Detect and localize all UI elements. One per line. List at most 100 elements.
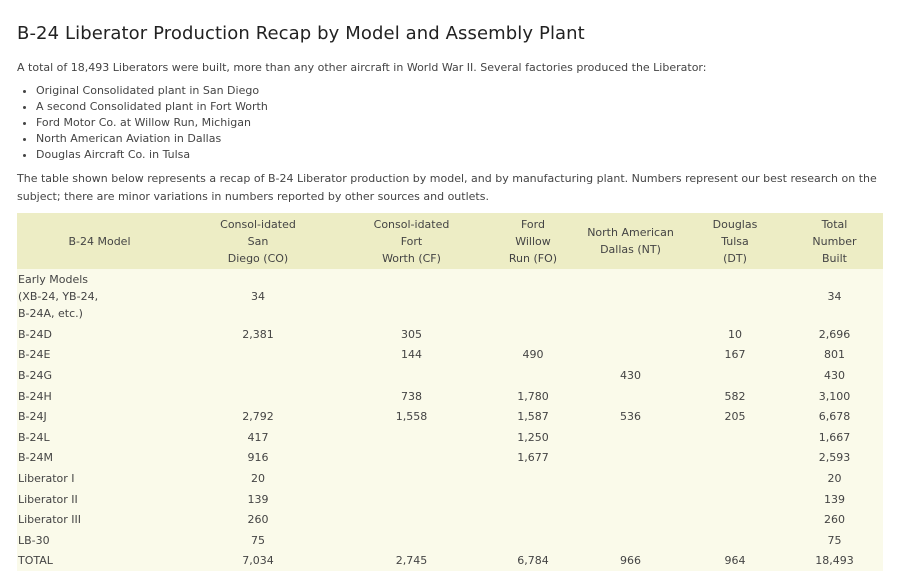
value-cell: 34 [182, 269, 334, 324]
column-header-line: B-24 Model [68, 234, 131, 248]
value-cell: 10 [684, 324, 786, 345]
table-row: B-24J 2,792 1,558 1,587 536 205 6,678 [17, 406, 883, 427]
value-cell: 1,780 [489, 385, 577, 407]
value-cell: 3,100 [786, 385, 883, 407]
value-cell: 139 [786, 488, 883, 510]
table-body: Early Models (XB-24, YB-24, B-24A, etc.) 34… [17, 269, 883, 572]
table-row: Liberator II 139 139 [17, 488, 883, 510]
value-cell: 1,587 [489, 406, 577, 427]
column-header: Ford Willow Run (FO) [489, 213, 577, 269]
value-cell [489, 365, 577, 386]
column-header-line: North American [587, 226, 674, 239]
value-cell [334, 468, 489, 489]
column-header-line: Willow [515, 234, 551, 248]
model-cell: LB-30 [17, 529, 182, 551]
model-cell: Liberator II [17, 488, 182, 510]
value-cell: 205 [684, 406, 786, 427]
value-cell [489, 468, 577, 489]
table-header-row: B-24 Model Consol-idated San Diego (CO) Cons… [17, 213, 883, 269]
model-name: TOTAL [18, 554, 53, 568]
value-cell [334, 509, 489, 530]
table-row: Liberator I 20 20 [17, 468, 883, 489]
value-cell [577, 269, 684, 324]
table-row: B-24M 916 1,677 2,593 [17, 447, 883, 469]
model-name: B-24L [18, 430, 50, 444]
value-cell: 7,034 [182, 550, 334, 572]
model-name: Liberator I [18, 471, 75, 485]
value-cell [334, 365, 489, 386]
model-name: B-24D [18, 327, 52, 341]
value-cell: 1,558 [334, 406, 489, 427]
value-cell: 6,784 [489, 550, 577, 572]
value-cell [577, 426, 684, 448]
value-cell: 490 [489, 344, 577, 366]
value-cell: 6,678 [786, 406, 883, 427]
value-cell [577, 529, 684, 551]
model-cell: B-24H [17, 385, 182, 407]
column-header-line: Total [821, 217, 848, 231]
column-header: B-24 Model [17, 213, 182, 269]
value-cell [182, 365, 334, 386]
value-cell [489, 509, 577, 530]
column-header: Consol-idated Fort Worth (CF) [334, 213, 489, 269]
value-cell: 2,745 [334, 550, 489, 572]
value-cell: 20 [786, 468, 883, 489]
column-header-line: Run (FO) [508, 251, 558, 265]
model-name: B-24H [18, 389, 52, 403]
model-name: B-24G [18, 368, 53, 382]
value-cell [577, 447, 684, 469]
column-header: Douglas Tulsa (DT) [684, 213, 786, 269]
value-cell: 430 [786, 365, 883, 386]
value-cell [334, 529, 489, 551]
column-header-line: Number [812, 234, 857, 248]
value-cell [334, 447, 489, 469]
plant-list: Original Consolidated plant in San Diego… [17, 83, 883, 163]
model-name: B-24E [18, 348, 51, 362]
value-cell [334, 426, 489, 448]
column-header-line: (DT) [723, 251, 747, 265]
list-item: A second Consolidated plant in Fort Wort… [36, 99, 883, 115]
value-cell: 20 [182, 468, 334, 489]
column-header-line: Douglas [712, 217, 758, 231]
intro-text: A total of 18,493 Liberators were built,… [17, 61, 707, 74]
model-cell: Early Models (XB-24, YB-24, B-24A, etc.) [17, 269, 182, 324]
value-cell: 260 [182, 509, 334, 530]
value-cell [489, 529, 577, 551]
column-header-line: Built [822, 251, 847, 265]
table-row: TOTAL 7,034 2,745 6,784 966 964 18,493 [17, 550, 883, 572]
column-header-line: Diego (CO) [227, 251, 289, 265]
value-cell [182, 344, 334, 366]
model-cell: B-24G [17, 365, 182, 386]
value-cell: 34 [786, 269, 883, 324]
model-name: B-24J [18, 410, 47, 424]
list-item: Ford Motor Co. at Willow Run, Michigan [36, 115, 883, 131]
table-row: B-24E 144 490 167 801 [17, 344, 883, 366]
value-cell: 964 [684, 550, 786, 572]
value-cell: 2,696 [786, 324, 883, 345]
model-cell: B-24E [17, 344, 182, 366]
column-header-line: Dallas (NT) [600, 243, 661, 256]
value-cell: 916 [182, 447, 334, 469]
column-header-line: Ford [521, 217, 545, 231]
value-cell: 1,250 [489, 426, 577, 448]
value-cell [684, 447, 786, 469]
production-table: B-24 Model Consol-idated San Diego (CO) Cons… [17, 213, 883, 572]
value-cell: 2,593 [786, 447, 883, 469]
table-row: LB-30 75 75 [17, 529, 883, 551]
value-cell [684, 509, 786, 530]
value-cell [684, 488, 786, 510]
value-cell [489, 324, 577, 345]
model-name: B-24M [18, 451, 54, 465]
value-cell: 260 [786, 509, 883, 530]
model-name: Early Models [18, 273, 89, 286]
model-cell: B-24L [17, 426, 182, 448]
list-item: North American Aviation in Dallas [36, 131, 883, 147]
model-cell: B-24M [17, 447, 182, 469]
value-cell [577, 509, 684, 530]
value-cell [684, 269, 786, 324]
value-cell: 1,677 [489, 447, 577, 469]
table-row: B-24H 738 1,780 582 3,100 [17, 385, 883, 407]
table-row: B-24G 430 430 [17, 365, 883, 386]
value-cell: 738 [334, 385, 489, 407]
value-cell [577, 344, 684, 366]
